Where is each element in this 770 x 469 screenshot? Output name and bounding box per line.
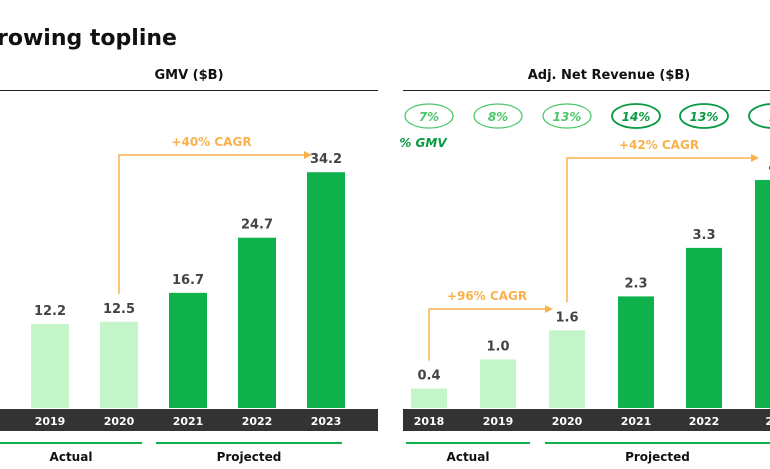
value-label-1-2021: 2.3 [624, 276, 647, 291]
bar-0-2019 [31, 323, 69, 408]
pct-gmv-label: % GMV [399, 136, 448, 150]
tick-label-1-2018: 2018 [414, 415, 445, 428]
value-label-0-2019: 12.2 [34, 304, 66, 319]
value-label-1-2018: 0.4 [417, 369, 440, 384]
bar-1-2023 [755, 179, 770, 408]
value-label-0-2022: 24.7 [241, 218, 273, 233]
pct-oval-2023 [748, 103, 770, 129]
pct-value-2023: 1 [769, 110, 770, 124]
cagr-arrow-1-1 [751, 154, 759, 162]
pct-oval-2020 [542, 103, 592, 129]
value-label-0-2023: 34.2 [310, 152, 342, 167]
value-label-1-2022: 3.3 [692, 228, 715, 243]
tick-label-1-2023: 20 [765, 415, 770, 428]
cagr-line-0-0 [118, 154, 304, 294]
tick-label-0-2020: 2020 [104, 415, 135, 428]
bar-1-2022 [686, 247, 722, 408]
tick-label-0-2023: 2023 [311, 415, 342, 428]
bar-1-2019 [480, 359, 516, 408]
pct-oval-2021 [611, 103, 661, 129]
axis-band-0 [0, 409, 378, 431]
value-label-0-2020: 12.5 [103, 302, 135, 317]
tick-label-0-2019: 2019 [35, 415, 66, 428]
tick-label-1-2021: 2021 [621, 415, 652, 428]
chart-title-rule-gmv [0, 90, 378, 91]
pct-value-2020: 13% [553, 110, 582, 124]
chart-title-net-revenue: Adj. Net Revenue ($B) [527, 68, 691, 83]
value-label-1-2020: 1.6 [555, 310, 578, 325]
tick-label-0-2021: 2021 [173, 415, 204, 428]
tick-label-1-2019: 2019 [483, 415, 514, 428]
pct-value-2022: 13% [690, 110, 719, 124]
tick-label-0-2022: 2022 [242, 415, 273, 428]
chart-title-rule-net-revenue [403, 90, 770, 91]
cagr-label-0-0: +40% CAGR [171, 135, 251, 149]
bar-0-2023 [307, 172, 345, 408]
bar-1-2018 [411, 388, 447, 408]
pct-oval-2019 [473, 103, 523, 129]
tick-label-1-2022: 2022 [689, 415, 720, 428]
bar-0-2022 [238, 237, 276, 408]
cagr-label-1-0: +96% CAGR [447, 289, 527, 303]
cagr-line-1-1 [566, 157, 751, 303]
chart-title-gmv: GMV ($B) [154, 68, 224, 83]
pct-value-2019: 8% [488, 110, 508, 124]
page-title: rowing topline [0, 26, 177, 51]
cagr-arrow-0-0 [304, 151, 312, 159]
pct-value-2021: 14% [622, 110, 651, 124]
cagr-arrow-1-0 [545, 305, 553, 313]
cagr-line-1-0 [428, 308, 545, 361]
value-label-0-2021: 16.7 [172, 273, 204, 288]
pct-oval-2018 [404, 103, 454, 129]
bar-0-2020 [100, 321, 138, 408]
bar-1-2020 [549, 330, 585, 408]
bar-1-2021 [618, 296, 654, 408]
group-label-0-actual: Actual [50, 450, 93, 464]
group-label-0-projected: Projected [217, 450, 282, 464]
group-label-1-projected: Projected [625, 450, 690, 464]
bar-0-2021 [169, 292, 207, 408]
axis-band-1 [403, 409, 770, 431]
pct-oval-2022 [679, 103, 729, 129]
tick-label-1-2020: 2020 [552, 415, 583, 428]
group-label-1-actual: Actual [447, 450, 490, 464]
cagr-label-1-1: +42% CAGR [619, 138, 699, 152]
value-label-1-2019: 1.0 [486, 339, 509, 354]
pct-value-2018: 7% [419, 110, 439, 124]
value-label-1-2023: 4 [768, 160, 770, 175]
